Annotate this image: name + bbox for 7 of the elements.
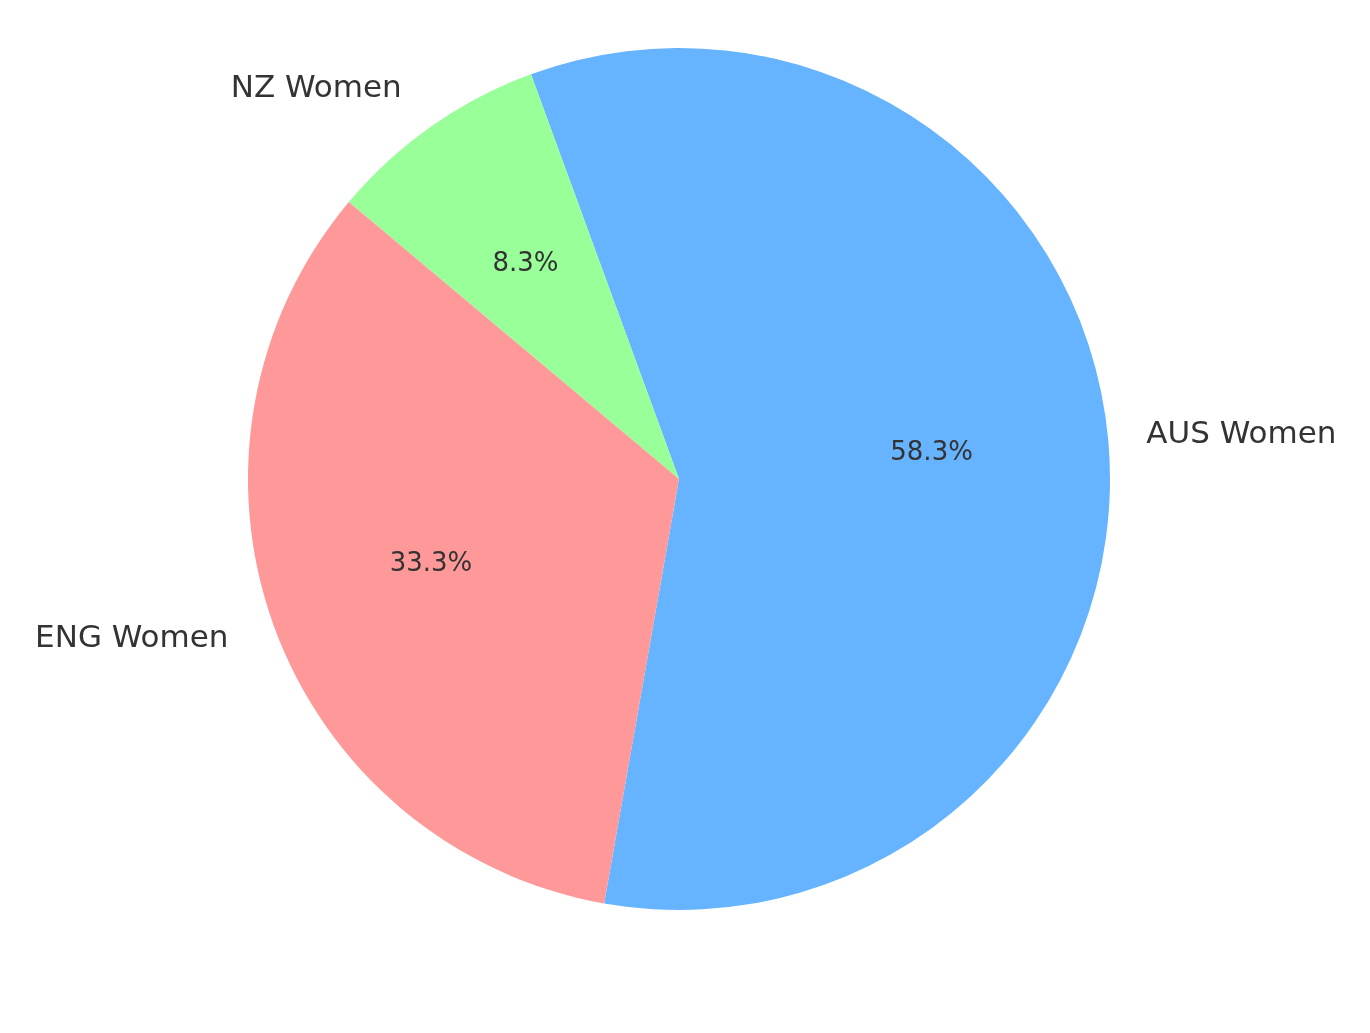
data-label: 8.3% <box>492 247 559 278</box>
data-label: 58.3% <box>890 436 973 467</box>
slice-label: NZ Women <box>230 67 402 104</box>
data-label: 33.3% <box>389 547 473 578</box>
pie-slice <box>248 201 679 904</box>
slice-label: AUS Women <box>1146 414 1337 451</box>
slice-label: ENG Women <box>35 618 229 655</box>
